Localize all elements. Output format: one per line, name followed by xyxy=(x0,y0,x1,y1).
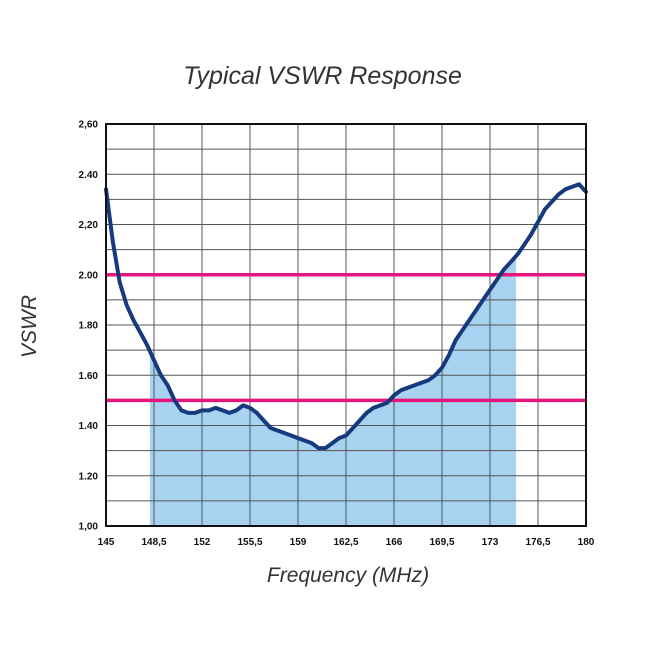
vswr-series-line xyxy=(104,182,588,451)
y-tick-label: 1.80 xyxy=(79,321,99,332)
y-tick-label: 2.40 xyxy=(79,170,99,181)
x-axis-label: Frequency (MHz) xyxy=(266,564,430,587)
x-tick-label: 166 xyxy=(386,537,403,548)
x-tick-label: 145 xyxy=(98,537,115,548)
chart-title: Typical VSWR Response xyxy=(183,62,462,90)
x-tick-label: 173 xyxy=(482,537,499,548)
y-tick-label: 2,60 xyxy=(79,120,99,131)
x-tick-label: 180 xyxy=(578,537,595,548)
y-tick-label: 1,00 xyxy=(79,522,99,533)
plot-frame xyxy=(105,123,587,527)
x-tick-label: 152 xyxy=(194,537,211,548)
y-tick-label: 2,20 xyxy=(79,220,99,231)
y-tick-label: 2.00 xyxy=(79,270,99,281)
x-tick-label: 159 xyxy=(290,537,307,548)
x-tick-label: 162,5 xyxy=(333,537,358,548)
x-tick-label: 148,5 xyxy=(141,537,166,548)
y-tick-label: 1.40 xyxy=(79,421,99,432)
x-tick-label: 155,5 xyxy=(237,537,262,548)
y-tick-label: 1.60 xyxy=(79,371,99,382)
shaded-band-area xyxy=(149,256,517,526)
x-tick-label: 169,5 xyxy=(429,537,454,548)
y-tick-label: 1.20 xyxy=(79,471,99,482)
x-tick-label: 176,5 xyxy=(525,537,550,548)
